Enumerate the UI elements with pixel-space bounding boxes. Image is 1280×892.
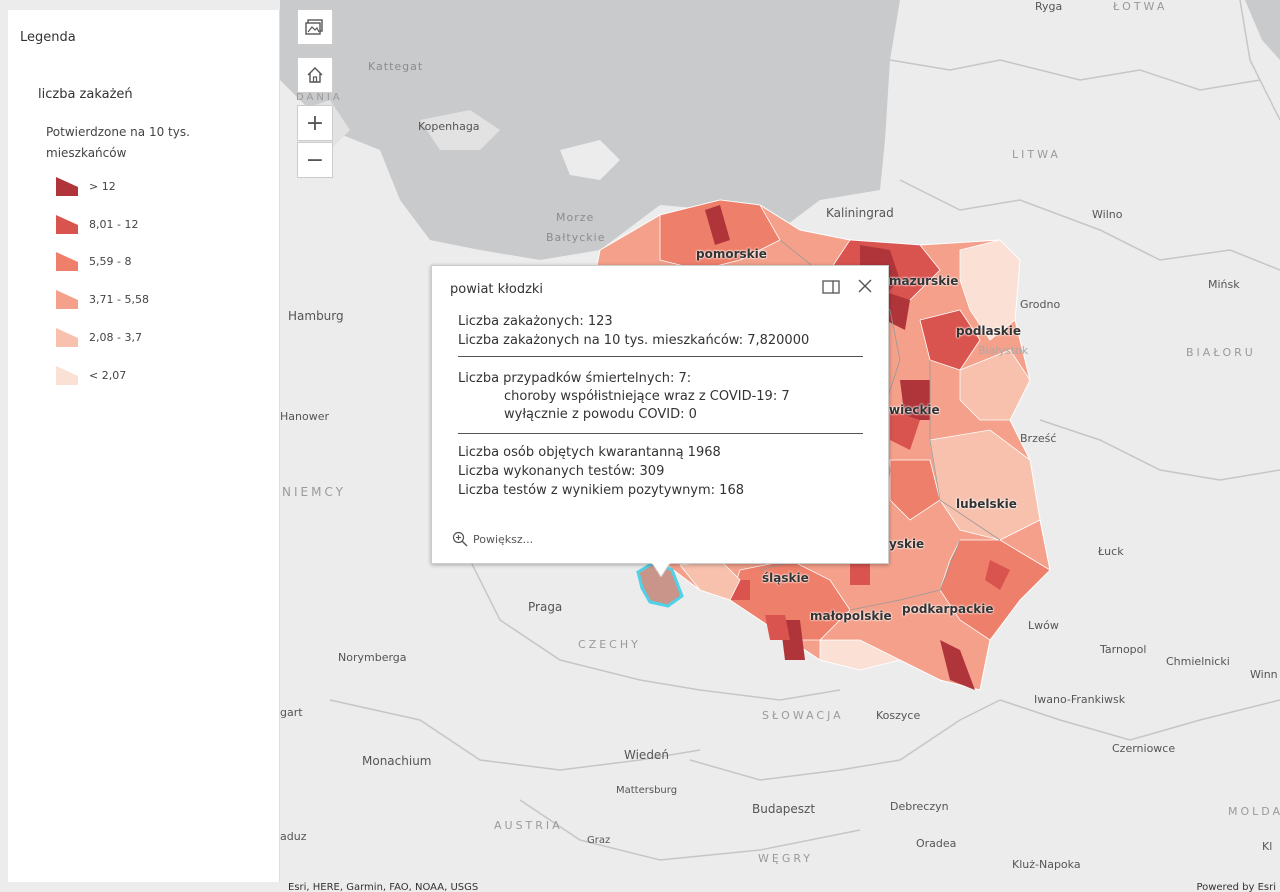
label-slovakia: SŁOWACJA <box>762 709 844 722</box>
label-kattegat: Kattegat <box>368 60 424 73</box>
region-label-swietokrzyskie: yskie <box>889 537 925 551</box>
close-icon[interactable] <box>856 277 874 295</box>
label-kaliningrad: Kaliningrad <box>826 206 894 220</box>
legend-swatch <box>56 290 78 309</box>
region-label-pomorskie: pomorskie <box>696 247 767 261</box>
legend-swatch <box>56 215 78 234</box>
label-czech: CZECHY <box>578 638 641 651</box>
zoom-in-icon <box>452 531 468 547</box>
label-sea-2: Bałtyckie <box>546 231 606 244</box>
legend-item-label: > 12 <box>89 180 116 193</box>
legend-swatch <box>56 366 78 385</box>
basemap-gallery-button[interactable] <box>297 9 333 45</box>
label-bialystok: Białystok <box>978 344 1029 357</box>
popup-infected-per-10k: Liczba zakażonych na 10 tys. mieszkańców… <box>458 333 810 348</box>
region-label-mazurskie: mazurskie <box>889 274 959 288</box>
popup-separator <box>458 433 863 434</box>
label-copenhagen: Kopenhaga <box>418 120 480 133</box>
legend-item-label: 3,71 - 5,58 <box>89 293 149 306</box>
popup-tests: Liczba wykonanych testów: 309 <box>458 464 665 479</box>
label-stuttgart: gart <box>280 706 303 719</box>
dock-icon[interactable] <box>822 279 840 295</box>
label-norymberga: Norymberga <box>338 651 407 664</box>
popup-deaths-comorbidities: choroby współistniejące wraz z COVID-19:… <box>504 389 790 404</box>
attribution-bar: Esri, HERE, Garmin, FAO, NOAA, USGS Powe… <box>280 880 1280 892</box>
popup-quarantine: Liczba osób objętych kwarantanną 1968 <box>458 445 721 460</box>
label-graz: Graz <box>587 835 611 846</box>
feature-popup: powiat kłodzki Liczba zakażonych: 123 Li… <box>431 265 889 564</box>
label-sea-1: Morze <box>556 211 595 224</box>
popup-infected-count: Liczba zakażonych: 123 <box>458 314 613 329</box>
label-wieden: Wiedeń <box>624 748 669 762</box>
label-denmark: DANIA <box>296 92 343 103</box>
legend-swatch <box>56 252 78 271</box>
popup-pointer <box>652 563 670 577</box>
label-hungary: WĘGRY <box>758 852 814 865</box>
label-hamburg: Hamburg <box>288 309 344 323</box>
powered-by-text[interactable]: Powered by Esri <box>1196 882 1276 892</box>
zoom-in-button[interactable]: + <box>297 105 333 141</box>
label-mattersburg: Mattersburg <box>616 785 678 796</box>
region-label-slaskie: śląskie <box>762 571 809 585</box>
label-czerniowce: Czerniowce <box>1112 742 1176 755</box>
label-chmielnicki: Chmielnicki <box>1166 655 1230 668</box>
label-brest: Brześć <box>1020 432 1057 445</box>
legend-panel: Legenda liczba zakażeń Potwierdzone na 1… <box>8 10 280 882</box>
label-belarus: BIAŁORU <box>1186 346 1256 359</box>
label-kluz-napoka: Kluż-Napoka <box>1012 858 1081 871</box>
label-wilno: Wilno <box>1092 208 1123 221</box>
label-lithuania: LITWA <box>1012 148 1061 161</box>
legend-item-label: < 2,07 <box>89 369 127 382</box>
legend-item-label: 5,59 - 8 <box>89 255 132 268</box>
label-monachium: Monachium <box>362 754 432 768</box>
popup-deaths: Liczba przypadków śmiertelnych: 7: <box>458 371 692 386</box>
label-tarnopol: Tarnopol <box>1100 643 1147 656</box>
label-debreczyn: Debreczyn <box>890 800 949 813</box>
region-label-malopolskie: małopolskie <box>810 609 892 623</box>
legend-item-label: 8,01 - 12 <box>89 218 139 231</box>
label-winnica: Winn <box>1250 668 1278 681</box>
label-grodno: Grodno <box>1020 298 1061 311</box>
region-label-lubelskie: lubelskie <box>956 497 1017 511</box>
region-label-podlaskie: podlaskie <box>956 324 1022 338</box>
label-lwow: Lwów <box>1028 619 1059 632</box>
popup-positive-tests: Liczba testów z wynikiem pozytywnym: 168 <box>458 483 744 498</box>
home-button[interactable] <box>297 57 333 93</box>
label-vaduz: aduz <box>280 830 307 843</box>
label-moldova: MOLDA <box>1228 805 1280 818</box>
label-iwano-frankiwsk: Iwano-Frankiwsk <box>1034 693 1126 706</box>
legend-field-label: Potwierdzone na 10 tys. mieszkańców <box>46 125 190 160</box>
label-germany: NIEMCY <box>282 485 346 499</box>
legend-item-label: 2,08 - 3,7 <box>89 331 142 344</box>
legend-title: Legenda <box>20 30 76 45</box>
label-riga: Ryga <box>1035 0 1063 13</box>
home-icon <box>307 67 323 83</box>
popup-deaths-covid-only: wyłącznie z powodu COVID: 0 <box>504 407 697 422</box>
label-luck: Łuck <box>1098 545 1124 558</box>
zoom-to-label: Powiększ... <box>473 532 534 546</box>
region-label-mazowieckie: wieckie <box>889 403 940 417</box>
label-minsk: Mińsk <box>1208 278 1240 291</box>
basemap-icon <box>305 19 323 35</box>
legend-swatch <box>56 328 78 347</box>
label-budapeszt: Budapeszt <box>752 802 816 816</box>
region-label-podkarpackie: podkarpackie <box>902 602 994 616</box>
attribution-text: Esri, HERE, Garmin, FAO, NOAA, USGS <box>288 882 479 892</box>
label-kl: Kl <box>1262 840 1273 853</box>
popup-separator <box>458 356 863 357</box>
popup-title: powiat kłodzki <box>450 282 544 297</box>
label-koszyce: Koszyce <box>876 709 921 722</box>
zoom-out-button[interactable]: − <box>297 142 333 178</box>
label-oradea: Oradea <box>916 837 957 850</box>
legend-swatch <box>56 177 78 196</box>
label-praga: Praga <box>528 600 563 614</box>
label-austria: AUSTRIA <box>494 819 563 832</box>
zoom-to-button[interactable]: Powiększ... <box>452 531 533 547</box>
label-latvia: ŁOTWA <box>1113 0 1168 13</box>
legend-layer-title: liczba zakażeń <box>38 87 133 102</box>
label-hanower: Hanower <box>280 410 330 423</box>
